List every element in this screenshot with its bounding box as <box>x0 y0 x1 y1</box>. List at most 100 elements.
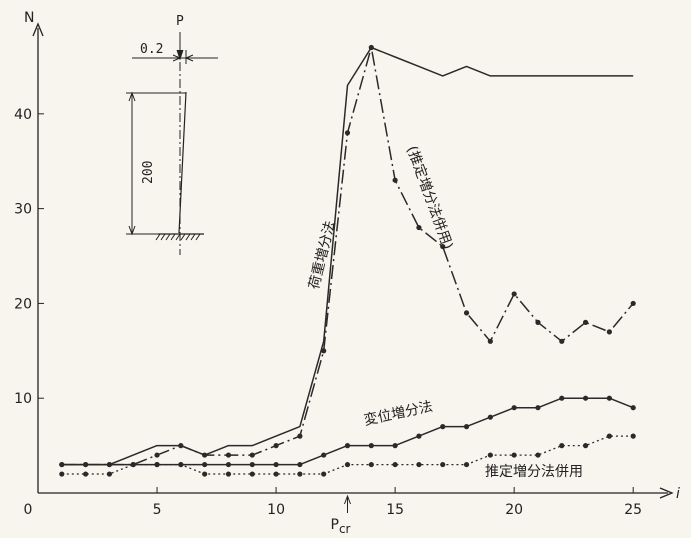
data-point <box>535 319 541 325</box>
data-point <box>273 461 279 468</box>
data-point <box>321 452 327 458</box>
series-line <box>61 46 634 466</box>
data-point <box>83 461 89 468</box>
data-point <box>535 452 541 458</box>
data-point <box>487 452 493 458</box>
data-point <box>202 461 208 468</box>
inset-dim-height-arrow-t <box>128 91 136 102</box>
data-point <box>392 443 398 449</box>
data-point <box>249 471 255 477</box>
series-annotations: 荷重増分法 (推定増分法併用) 変位増分法 推定増分法併用 <box>306 144 583 480</box>
data-point <box>606 433 612 439</box>
data-point <box>630 300 636 307</box>
y-axis-arrow <box>32 22 44 37</box>
hatch-line <box>170 233 176 241</box>
data-point <box>487 414 493 420</box>
data-point <box>154 461 160 468</box>
series-1 <box>61 46 634 466</box>
y-axis-title: N <box>24 10 34 26</box>
data-point <box>154 452 160 458</box>
data-point <box>487 338 493 344</box>
data-point <box>559 338 565 344</box>
data-point <box>225 452 232 458</box>
inset-height-label: 200 <box>141 161 156 184</box>
inset-diagram: P 0.2 200 <box>126 14 218 255</box>
hatch-line <box>155 233 161 241</box>
data-point <box>582 319 589 325</box>
series-line <box>61 46 634 466</box>
inset-ground-hatch <box>155 233 201 241</box>
label-estimated-increment-combined: 推定増分法併用 <box>485 464 583 480</box>
data-point <box>297 471 303 477</box>
hatch-line <box>180 233 186 241</box>
inset-dim-height-arrow-b <box>128 225 136 236</box>
inset-offset-label: 0.2 <box>140 42 163 57</box>
ticks: 0 5 10 15 20 25 10 20 30 40 <box>14 107 642 518</box>
data-point <box>535 405 541 411</box>
data-point <box>416 224 422 231</box>
data-point <box>463 424 470 430</box>
data-point <box>273 471 279 477</box>
hatch-line <box>160 233 166 241</box>
inset-column-deflected <box>178 91 187 234</box>
data-point <box>106 471 113 477</box>
y-tick-label: 10 <box>14 391 32 407</box>
data-point <box>249 452 255 458</box>
data-point <box>559 395 565 401</box>
series-4 <box>59 433 636 477</box>
data-point <box>202 452 208 458</box>
pcr-label-main: P <box>331 517 339 533</box>
hatch-line <box>185 233 191 241</box>
pcr-label: Pcr <box>331 517 351 536</box>
y-tick-label: 40 <box>14 107 32 123</box>
data-point <box>59 471 65 477</box>
data-point <box>297 461 303 468</box>
pcr-arrow <box>344 494 351 513</box>
axes: N i 0 5 10 15 20 25 10 20 30 40 <box>14 10 680 518</box>
data-point <box>344 461 351 468</box>
hatch-line <box>175 233 181 241</box>
data-point <box>178 443 184 449</box>
data-point <box>511 452 517 458</box>
data-point <box>368 44 374 51</box>
series-3 <box>59 395 636 468</box>
x-axis-arrow <box>659 487 674 499</box>
data-point <box>559 443 565 449</box>
data-point <box>440 424 446 430</box>
data-point <box>630 405 636 411</box>
x-axis-title: i <box>676 486 680 502</box>
x-tick-label: 20 <box>505 502 523 518</box>
data-point <box>582 443 589 449</box>
data-point <box>249 461 255 468</box>
hatch-line <box>190 233 196 241</box>
hatch-line <box>165 233 171 241</box>
data-point <box>321 348 327 354</box>
y-tick-label: 30 <box>14 202 32 218</box>
data-point <box>463 310 470 316</box>
hatch-line <box>195 233 201 241</box>
data-point <box>178 461 184 468</box>
data-point <box>297 433 303 439</box>
data-point <box>59 461 65 468</box>
series-2 <box>59 44 636 468</box>
data-point <box>225 471 232 477</box>
data-point <box>368 461 374 468</box>
inset-load-label: P <box>176 14 184 29</box>
pcr-label-sub: cr <box>339 522 351 536</box>
data-point <box>106 461 113 468</box>
inset-dim-offset-arrow-r <box>184 54 194 62</box>
data-point <box>202 471 208 477</box>
data-point <box>83 471 89 477</box>
x-tick-label: 25 <box>624 502 642 518</box>
inset-load-arrow-head <box>176 49 184 61</box>
inset-dim-offset-arrow-l <box>172 54 182 62</box>
data-point <box>511 405 517 411</box>
data-point <box>344 443 351 449</box>
x-tick-label: 0 <box>24 502 33 518</box>
data-point <box>130 461 136 468</box>
x-tick-label: 10 <box>267 502 285 518</box>
label-displacement-increment: 変位増分法 <box>362 398 434 429</box>
data-point <box>321 471 327 477</box>
x-tick-label: 15 <box>386 502 404 518</box>
